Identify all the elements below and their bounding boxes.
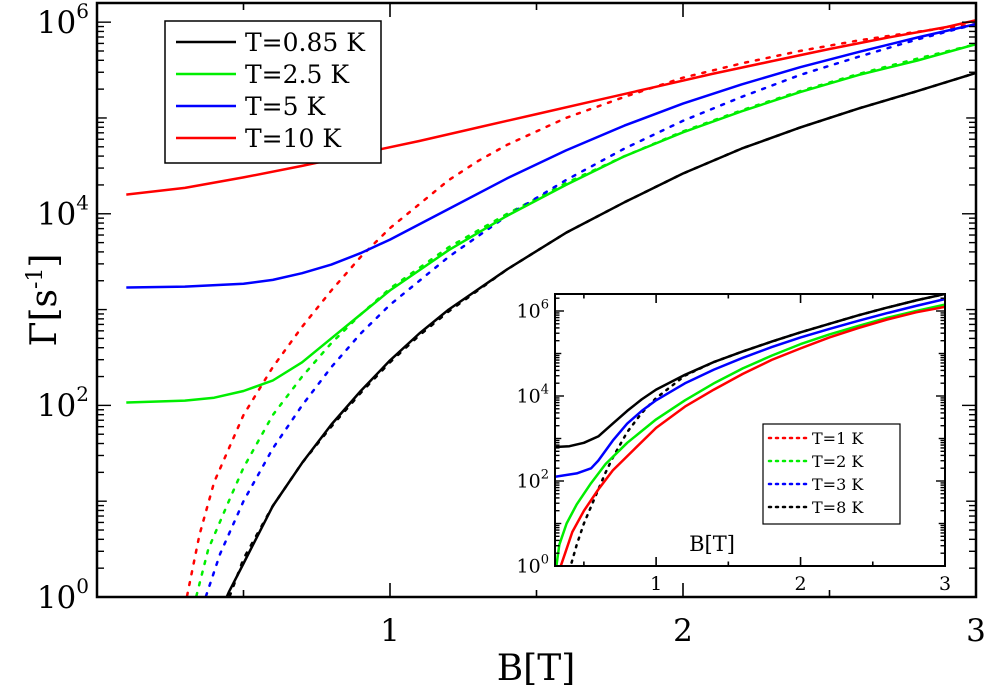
svg-text:Γ[s-1]: Γ[s-1] xyxy=(23,254,65,347)
main-legend-box xyxy=(164,20,382,164)
main-series-solid-6 xyxy=(126,22,976,289)
legend-label-3: T=10 K xyxy=(245,124,342,153)
inset-xtick-label-2: 3 xyxy=(939,573,951,595)
inset-legend-label-0: T=1 K xyxy=(812,429,864,448)
inset-series-group xyxy=(555,294,945,566)
main-x-axis-title: B[T] xyxy=(497,648,576,689)
main-series-dotted-0 xyxy=(185,22,976,597)
inset-legend-label-1: T=2 K xyxy=(812,452,864,471)
main-ytick-label-1: 102 xyxy=(37,382,89,424)
inset-series-solid-4 xyxy=(559,305,945,566)
main-y-axis-title: Γ[s-1] xyxy=(23,254,65,347)
main-ytick-label-2: 104 xyxy=(37,191,89,233)
main-y-title-close: ] xyxy=(24,254,65,268)
main-ytick-label-0: 100 xyxy=(37,574,89,616)
main-series-solid-5 xyxy=(126,42,976,404)
legend-label-1: T=2.5 K xyxy=(245,60,350,89)
main-xtick-label-2: 3 xyxy=(966,613,986,649)
inset-ticks xyxy=(555,294,946,567)
main-ytick-label-3: 106 xyxy=(37,0,89,41)
inset-x-axis-title: B[T] xyxy=(689,532,735,556)
main-series-group xyxy=(126,18,976,597)
main-series-solid-7 xyxy=(126,18,976,196)
main-xtick-label-0: 1 xyxy=(380,613,400,649)
inset-legend: T=1 K T=2 K T=3 K T=8 K xyxy=(762,423,901,525)
legend-label-2: T=5 K xyxy=(245,92,326,121)
main-legend: T=0.85 K T=2.5 K T=5 K T=10 K xyxy=(164,20,382,164)
inset-xtick-label-0: 1 xyxy=(650,573,662,595)
inset-ytick-label-1: 102 xyxy=(517,468,549,493)
inset-ytick-label-2: 104 xyxy=(517,383,549,408)
main-series-solid-4 xyxy=(225,71,976,597)
inset-plot: 1 2 3 100 102 104 106 B[T] T=1 K T=2 K T=3 K T… xyxy=(517,293,952,595)
inset-series-solid-2 xyxy=(555,297,945,479)
main-xtick-label-1: 2 xyxy=(673,613,693,649)
main-y-title-base: Γ[s xyxy=(24,289,65,347)
main-ticks xyxy=(96,3,977,598)
inset-ytick-label-3: 106 xyxy=(517,298,549,323)
legend-label-0: T=0.85 K xyxy=(245,28,366,57)
inset-xtick-label-1: 2 xyxy=(795,573,807,595)
inset-series-solid-1 xyxy=(555,294,945,449)
inset-series-solid-3 xyxy=(555,303,945,566)
inset-plot-frame xyxy=(554,293,946,567)
main-y-title-sup: -1 xyxy=(23,268,48,289)
inset-ytick-label-0: 100 xyxy=(517,553,549,578)
inset-tick-labels: 1 2 3 100 102 104 106 xyxy=(517,298,952,595)
inset-legend-label-2: T=3 K xyxy=(812,475,864,494)
inset-legend-label-3: T=8 K xyxy=(812,498,864,517)
